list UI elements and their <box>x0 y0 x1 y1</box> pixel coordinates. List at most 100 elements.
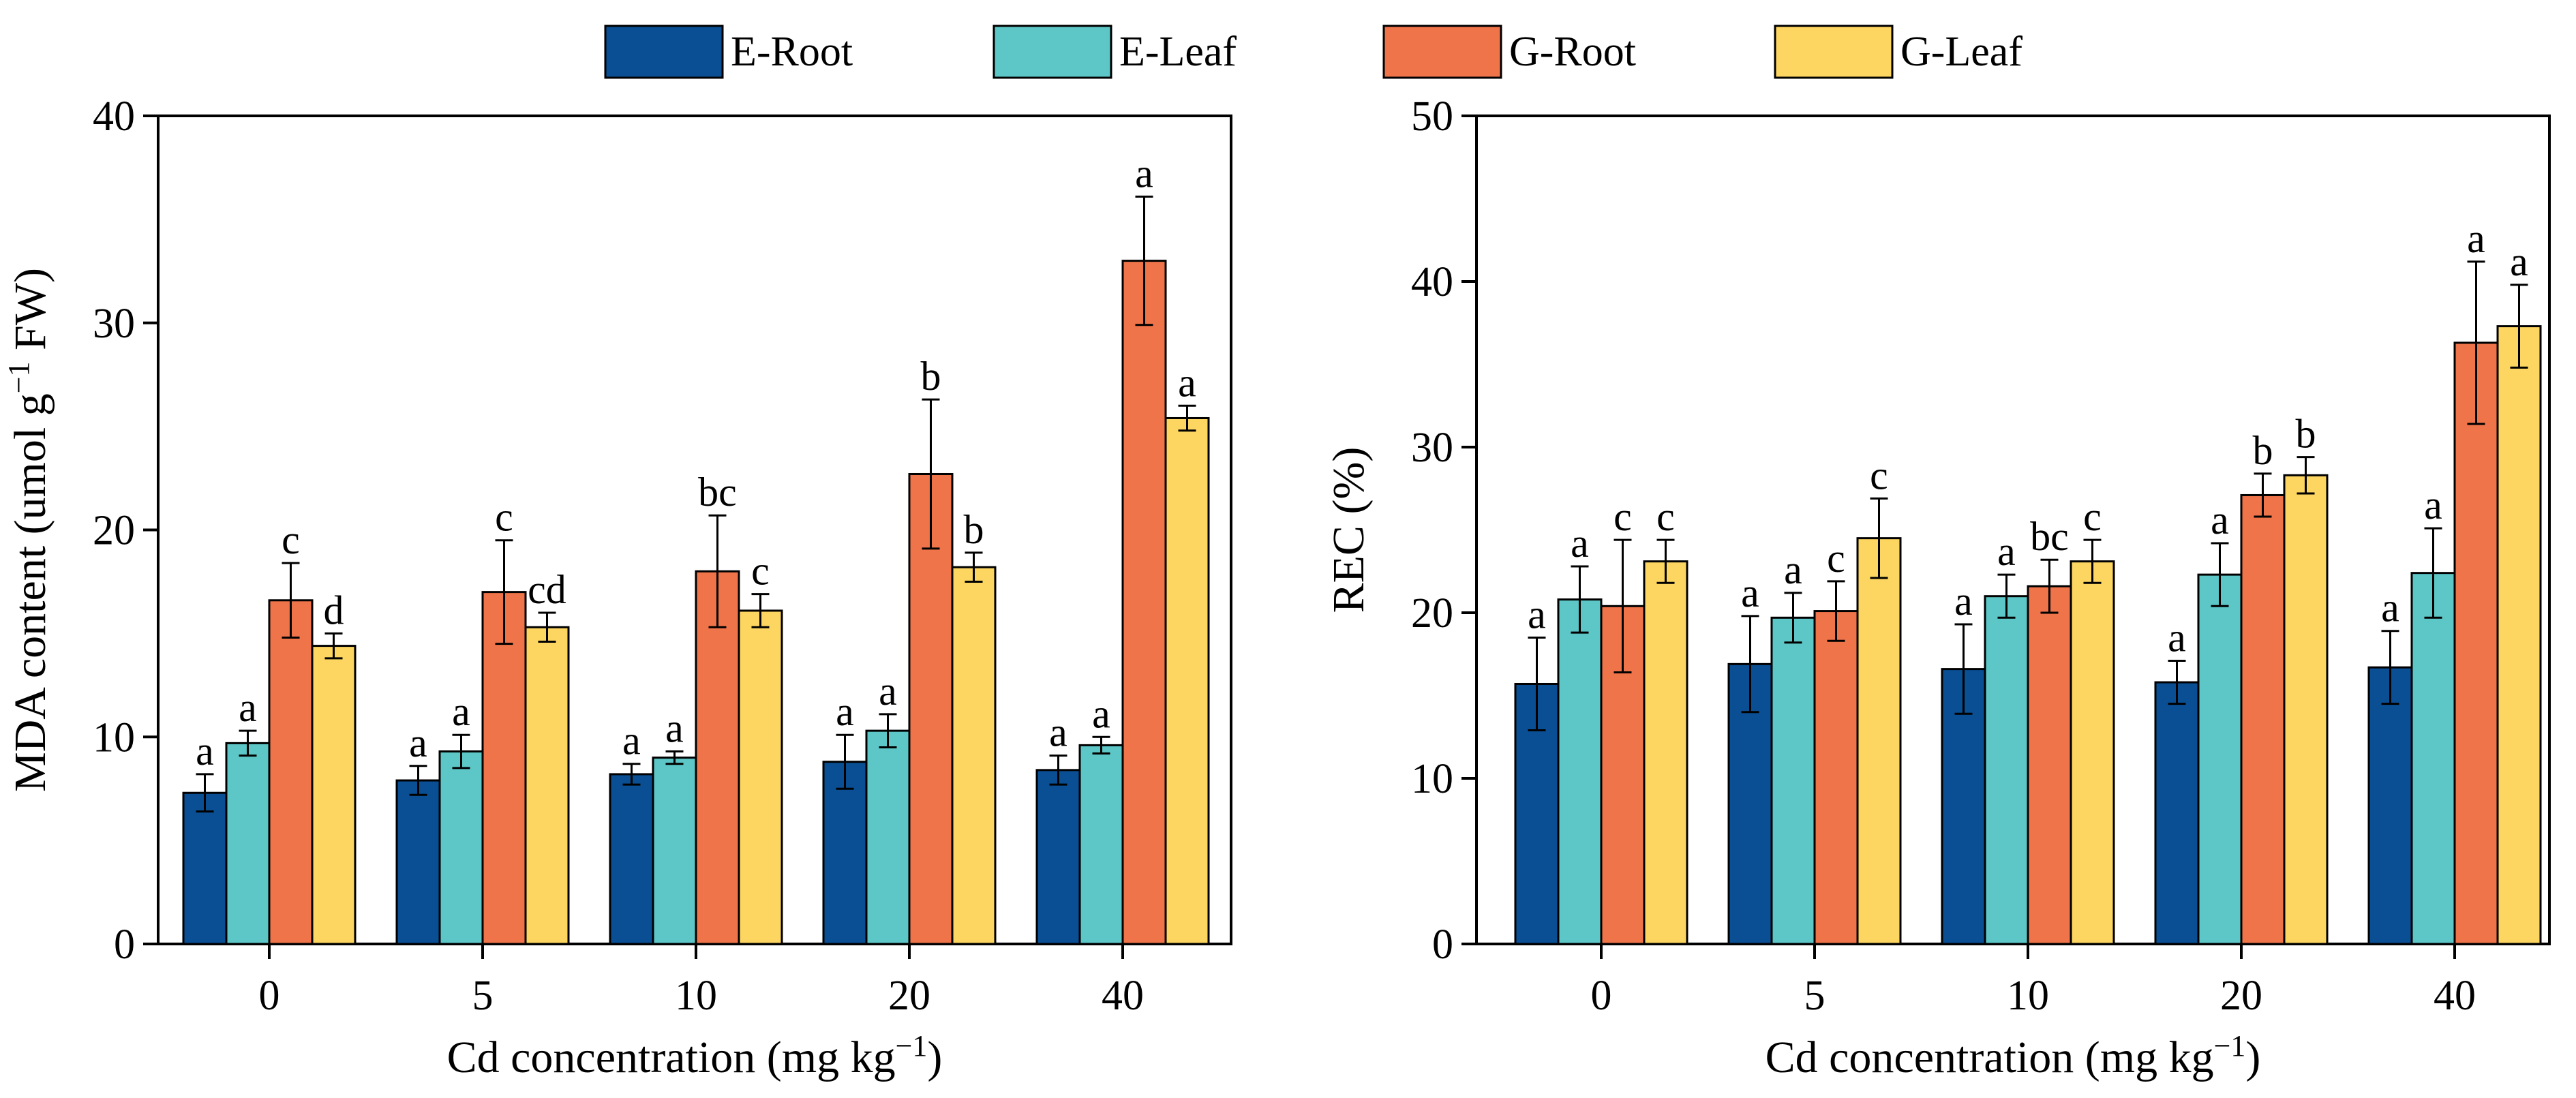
bar-e-leaf-0 <box>225 742 271 945</box>
significance-label: bc <box>698 470 737 515</box>
legend: E-Root E-Leaf G-Root G-Leaf <box>604 25 2022 79</box>
significance-label: c <box>495 495 513 540</box>
significance-label: b <box>921 354 941 399</box>
bar-g-leaf-0 <box>1643 560 1688 945</box>
significance-label: c <box>2083 494 2102 539</box>
bar-e-leaf-20 <box>2197 573 2243 945</box>
y-tick-label: 30 <box>1411 425 1453 471</box>
y-tick-label: 20 <box>1411 590 1453 637</box>
legend-label: G-Leaf <box>1900 29 2022 75</box>
bar-g-leaf-40 <box>2496 325 2542 945</box>
bar-e-leaf-0 <box>1557 598 1603 945</box>
significance-label: a <box>2510 239 2528 284</box>
significance-label: b <box>964 507 984 552</box>
x-axis-title: Cd concentration (mg kg−1) <box>447 1029 943 1083</box>
bar-g-leaf-10 <box>738 609 783 945</box>
x-axis-title: Cd concentration (mg kg−1) <box>1766 1029 2261 1083</box>
y-tick-label: 50 <box>1411 93 1453 140</box>
bar-g-leaf-20 <box>2283 474 2329 945</box>
legend-swatch-g-leaf <box>1774 25 1894 79</box>
x-tick-label: 20 <box>2220 973 2262 1019</box>
bar-g-root-5 <box>1813 610 1859 945</box>
bar-g-root-20 <box>908 472 954 945</box>
legend-swatch-g-root <box>1382 25 1502 79</box>
significance-label: a <box>1528 592 1546 637</box>
significance-label: a <box>622 718 641 763</box>
bar-g-root-20 <box>2240 493 2286 945</box>
y-axis-title: MDA content (umol g−1 FW) <box>2 268 56 792</box>
legend-swatch-e-root <box>604 25 724 79</box>
significance-label: a <box>1178 360 1196 405</box>
bar-e-leaf-10 <box>652 757 697 945</box>
bar-e-leaf-10 <box>1984 595 2029 945</box>
bar-e-leaf-5 <box>438 750 484 945</box>
legend-label: E-Root <box>731 29 853 75</box>
bar-e-root-40 <box>2367 666 2413 945</box>
bar-g-root-5 <box>481 591 527 945</box>
significance-label: c <box>282 517 300 562</box>
bar-g-root-40 <box>1121 260 1167 945</box>
bar-g-leaf-20 <box>951 566 997 945</box>
significance-label: a <box>1954 579 1973 624</box>
significance-label: c <box>1870 453 1888 498</box>
significance-label: b <box>2253 428 2273 473</box>
significance-label: a <box>452 689 470 734</box>
significance-label: c <box>1827 536 1845 581</box>
bar-g-root-40 <box>2453 341 2499 945</box>
bar-g-root-0 <box>268 599 314 945</box>
bar-g-leaf-10 <box>2070 560 2115 945</box>
x-tick-label: 10 <box>2007 973 2049 1019</box>
x-tick-label: 40 <box>1102 973 1144 1019</box>
significance-label: c <box>1613 494 1632 539</box>
significance-label: a <box>239 685 257 730</box>
x-tick-label: 10 <box>675 973 717 1019</box>
significance-label: a <box>1571 521 1589 566</box>
legend-label: E-Leaf <box>1119 29 1237 75</box>
significance-label: a <box>2211 498 2229 543</box>
bar-e-leaf-40 <box>1078 744 1124 945</box>
y-tick-label: 0 <box>1432 921 1453 968</box>
significance-label: a <box>2168 615 2186 660</box>
bar-e-leaf-20 <box>865 729 911 945</box>
significance-label: c <box>751 549 770 594</box>
significance-label: a <box>665 706 684 751</box>
y-tick-label: 20 <box>93 508 135 554</box>
legend-label: G-Root <box>1509 29 1636 75</box>
bar-e-root-20 <box>2154 681 2200 945</box>
legend-swatch-e-leaf <box>992 25 1112 79</box>
bar-g-leaf-5 <box>1856 537 1902 945</box>
significance-label: a <box>1049 710 1067 755</box>
y-tick-label: 10 <box>1411 756 1453 802</box>
x-tick-label: 40 <box>2434 973 2476 1019</box>
y-tick-label: 40 <box>93 93 135 140</box>
significance-label: a <box>2467 216 2485 261</box>
x-tick-label: 5 <box>1804 973 1825 1019</box>
bar-g-root-10 <box>695 570 740 945</box>
significance-label: b <box>2296 412 2316 457</box>
bar-e-root-10 <box>609 773 654 945</box>
significance-label: a <box>1135 151 1153 196</box>
significance-label: a <box>836 689 854 734</box>
significance-label: a <box>2424 483 2442 528</box>
significance-label: a <box>1741 570 1759 615</box>
x-tick-label: 0 <box>1591 973 1612 1019</box>
bar-e-root-5 <box>395 779 441 945</box>
x-tick-label: 20 <box>888 973 930 1019</box>
significance-label: a <box>196 729 214 774</box>
y-tick-label: 40 <box>1411 259 1453 305</box>
significance-label: c <box>1656 494 1675 539</box>
bar-e-root-10 <box>1941 668 1986 945</box>
y-tick-label: 30 <box>93 301 135 347</box>
bar-e-leaf-5 <box>1770 616 1816 945</box>
y-axis-title: REC (%) <box>1324 447 1374 613</box>
bar-g-leaf-5 <box>524 626 570 945</box>
significance-label: a <box>409 720 427 765</box>
significance-label: a <box>2381 585 2399 630</box>
significance-label: a <box>1784 547 1802 592</box>
bar-e-leaf-40 <box>2410 572 2456 945</box>
y-tick-label: 0 <box>114 921 135 968</box>
significance-label: bc <box>2030 514 2069 559</box>
